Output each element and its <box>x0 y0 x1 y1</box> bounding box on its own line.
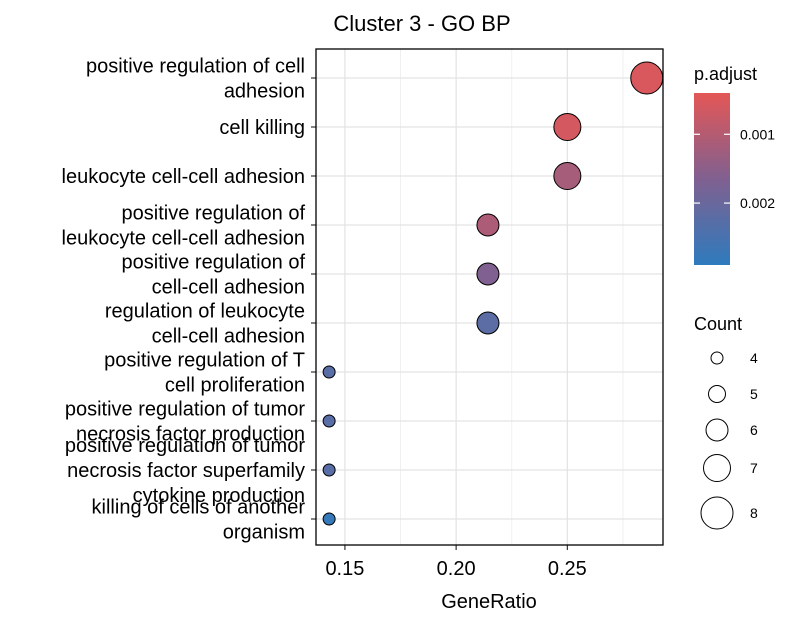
y-category-label: positive regulation of leukocyte cell-cel… <box>62 203 306 250</box>
y-category-label: positive regulation of cell adhesion <box>86 56 305 103</box>
data-point <box>476 311 500 335</box>
size-legend-label: 6 <box>750 422 758 438</box>
y-category-label: cell killing <box>219 117 305 139</box>
size-legend-label: 4 <box>750 350 758 366</box>
size-legend-key <box>703 454 731 482</box>
size-legend-key <box>700 496 734 530</box>
size-legend-label: 8 <box>750 505 758 521</box>
color-legend-tick-label: 0.002 <box>740 195 775 211</box>
y-category-label: positive regulation of cell-cell adhesion <box>122 252 306 299</box>
y-axis-ticks <box>311 77 316 520</box>
x-axis-title: GeneRatio <box>441 591 537 613</box>
size-legend-key <box>708 385 726 403</box>
size-legend-key <box>710 351 724 365</box>
color-legend-tick-label: 0.001 <box>740 126 775 142</box>
x-axis-ticks: 0.15 0.20 0.25 <box>325 545 587 580</box>
plot-panel <box>315 48 664 546</box>
data-point <box>553 113 582 141</box>
color-legend-title: p.adjust <box>694 64 757 84</box>
data-points <box>322 61 664 526</box>
data-point <box>322 365 336 379</box>
data-point <box>476 262 500 286</box>
data-point <box>322 463 336 477</box>
data-point <box>630 61 664 95</box>
x-tick-label: 0.25 <box>548 558 587 580</box>
y-category-label: positive regulation of tumor necrosis fac… <box>65 399 305 446</box>
y-category-label: leukocyte cell-cell adhesion <box>62 166 305 188</box>
color-legend-bar <box>694 93 730 265</box>
data-point <box>322 512 336 526</box>
data-point <box>476 213 500 237</box>
color-legend: p.adjust 0.001 0.002 <box>694 64 775 265</box>
size-legend-key <box>705 418 729 442</box>
chart-title: Cluster 3 - GO BP <box>333 11 510 36</box>
y-axis-labels: positive regulation of cell adhesion cell … <box>62 56 306 544</box>
size-legend-label: 7 <box>750 460 758 476</box>
y-category-label: regulation of leukocyte cell-cell adhesio… <box>105 301 305 348</box>
size-legend-label: 5 <box>750 386 758 402</box>
x-tick-label: 0.20 <box>437 558 476 580</box>
size-legend-title: Count <box>694 314 742 334</box>
y-category-label: killing of cells of another organism <box>92 497 306 544</box>
y-category-label: positive regulation of tumor necrosis fac… <box>65 435 305 507</box>
grid <box>316 49 663 545</box>
size-legend: Count 4 5 6 7 8 <box>694 314 758 530</box>
data-point <box>553 162 582 190</box>
x-tick-label: 0.15 <box>325 558 364 580</box>
data-point <box>322 414 336 428</box>
